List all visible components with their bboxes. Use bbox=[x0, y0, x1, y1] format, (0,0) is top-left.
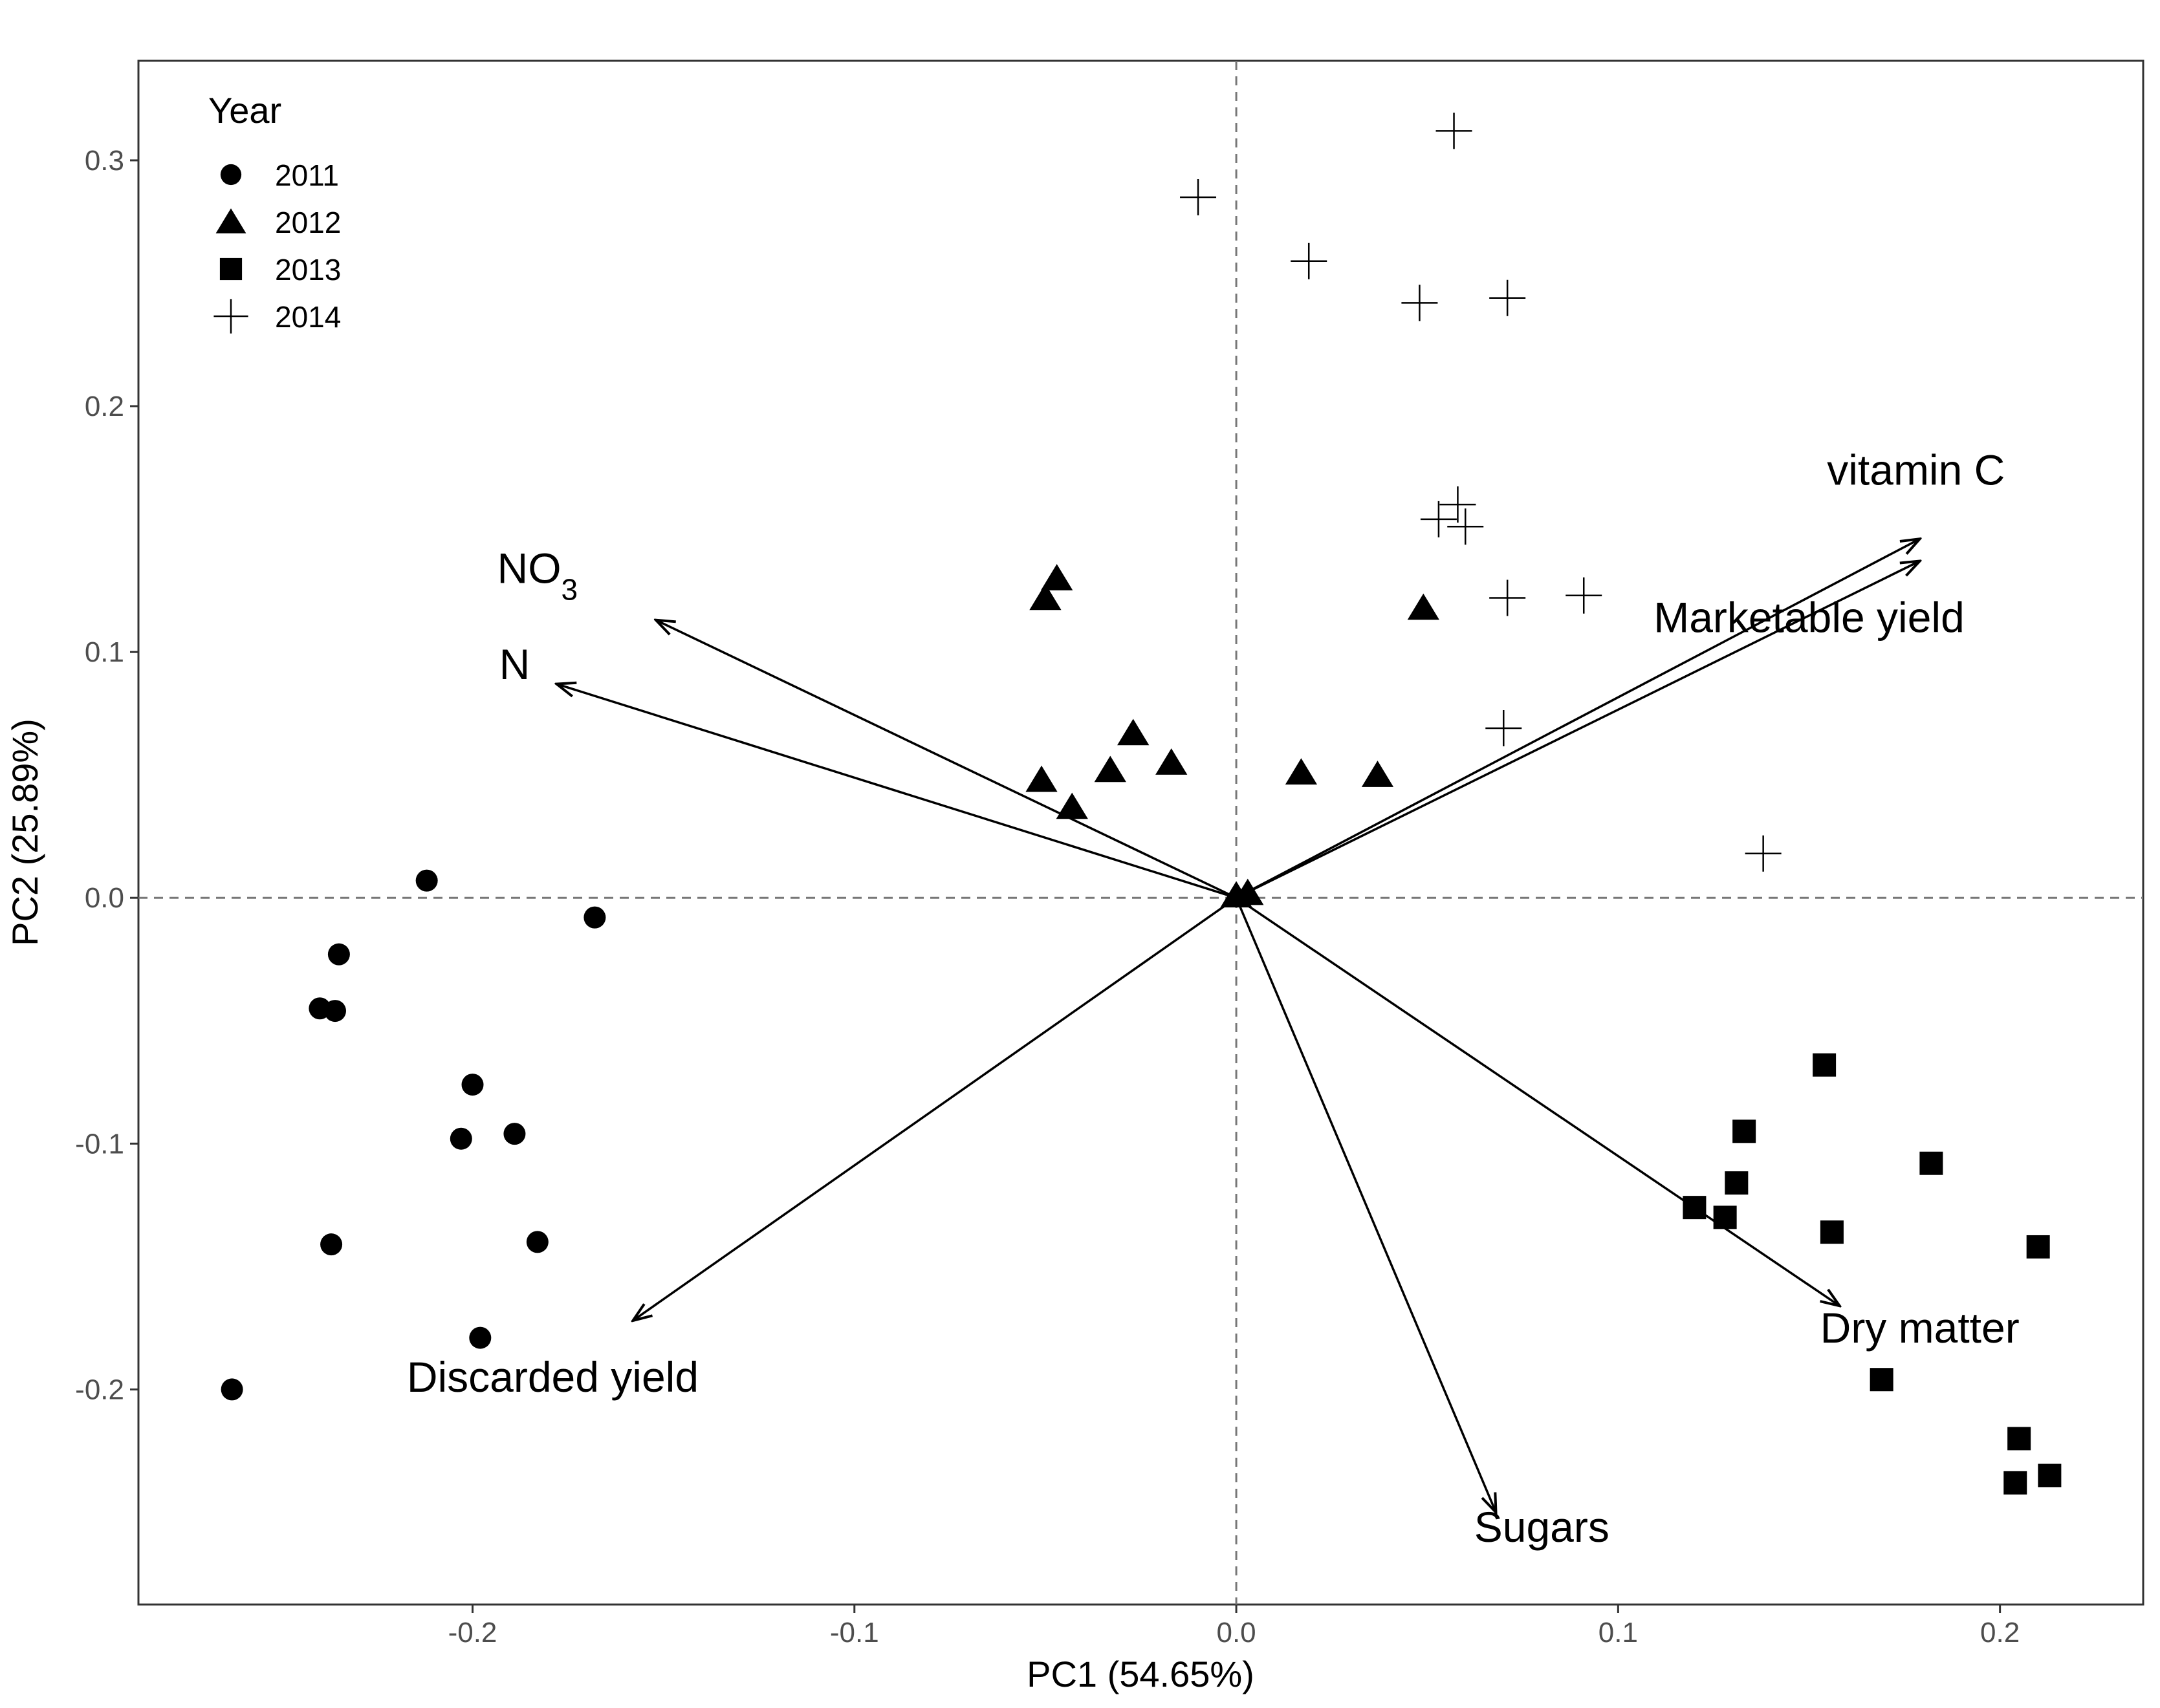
point-2013 bbox=[1732, 1119, 1756, 1143]
point-2011 bbox=[584, 906, 606, 929]
arrow-n bbox=[556, 684, 1237, 899]
point-2011 bbox=[320, 1233, 343, 1256]
point-2014 bbox=[1565, 577, 1602, 614]
point-2011 bbox=[323, 1000, 346, 1022]
point-2014 bbox=[1435, 113, 1472, 149]
point-2011 bbox=[450, 1127, 472, 1150]
x-tick-label: 0.2 bbox=[1980, 1617, 2020, 1649]
score-points bbox=[221, 113, 2062, 1495]
point-2011 bbox=[415, 869, 438, 892]
point-2012 bbox=[1025, 765, 1058, 792]
point-2013 bbox=[1725, 1171, 1749, 1195]
point-2012 bbox=[1040, 564, 1073, 590]
point-2013 bbox=[1919, 1151, 1943, 1175]
point-2011 bbox=[221, 1378, 243, 1401]
point-2012 bbox=[1285, 758, 1318, 785]
x-tick-label: 0.0 bbox=[1216, 1617, 1256, 1649]
point-2014 bbox=[1489, 579, 1526, 616]
legend-key-2012 bbox=[215, 208, 246, 233]
legend-label-2014: 2014 bbox=[275, 300, 341, 334]
point-2011 bbox=[469, 1326, 492, 1349]
point-2012 bbox=[1029, 583, 1062, 611]
point-2012 bbox=[1155, 748, 1188, 775]
point-2013 bbox=[2003, 1471, 2027, 1495]
plot-panel-border bbox=[137, 59, 2144, 1606]
point-2011 bbox=[526, 1231, 549, 1253]
point-2014 bbox=[1447, 508, 1484, 545]
y-axis-title: PC2 (25.89%) bbox=[5, 719, 45, 946]
point-2013 bbox=[2007, 1427, 2031, 1451]
point-2014 bbox=[1401, 285, 1438, 321]
legend-key-2013 bbox=[219, 257, 243, 281]
x-tick-label: -0.1 bbox=[830, 1617, 879, 1649]
point-2012 bbox=[1407, 593, 1439, 620]
label-dry-matter: Dry matter bbox=[1820, 1304, 2020, 1352]
point-2013 bbox=[2038, 1464, 2062, 1487]
arrow-sugars bbox=[1235, 897, 1496, 1512]
point-2013 bbox=[1870, 1368, 1893, 1392]
y-tick-label: 0.3 bbox=[85, 145, 124, 177]
label-vitamin-c: vitamin C bbox=[1827, 446, 2005, 494]
point-2014 bbox=[1291, 243, 1327, 279]
legend: Year 2011 2012 2013 2014 bbox=[208, 90, 341, 334]
loading-arrows bbox=[556, 539, 1919, 1512]
point-2014 bbox=[1745, 835, 1782, 872]
x-axis-ticks: -0.2 -0.1 0.0 0.1 0.2 bbox=[448, 1605, 2020, 1649]
legend-title: Year bbox=[208, 90, 281, 131]
y-tick-label: -0.2 bbox=[75, 1374, 124, 1405]
point-2014 bbox=[1180, 178, 1217, 215]
point-2014 bbox=[1485, 709, 1522, 746]
point-2014 bbox=[1489, 279, 1526, 316]
point-2012 bbox=[1361, 761, 1394, 787]
point-2014 bbox=[1439, 486, 1476, 523]
y-tick-label: 0.0 bbox=[85, 882, 124, 914]
point-2013 bbox=[1813, 1053, 1837, 1077]
legend-key-2014 bbox=[213, 299, 248, 334]
x-tick-label: 0.1 bbox=[1598, 1617, 1638, 1649]
x-tick-label: -0.2 bbox=[448, 1617, 497, 1649]
arrow-no3 bbox=[656, 620, 1237, 899]
point-2011 bbox=[327, 943, 350, 966]
point-2011 bbox=[503, 1123, 526, 1145]
legend-entries: 2011 2012 2013 2014 bbox=[213, 158, 341, 334]
point-2013 bbox=[2026, 1235, 2050, 1259]
label-n: N bbox=[499, 640, 530, 688]
arrow-discarded-yield bbox=[633, 896, 1238, 1321]
reference-lines bbox=[138, 61, 2143, 1605]
label-sugars: Sugars bbox=[1474, 1503, 1609, 1551]
y-tick-label: 0.1 bbox=[85, 636, 124, 668]
point-2012 bbox=[1220, 881, 1252, 908]
point-2014 bbox=[1420, 501, 1457, 537]
point-2013 bbox=[1820, 1220, 1844, 1244]
point-2013 bbox=[1683, 1196, 1707, 1220]
y-tick-label: 0.2 bbox=[85, 391, 124, 422]
point-2012 bbox=[1056, 792, 1088, 819]
arrow-dry-matter bbox=[1236, 896, 1840, 1306]
point-2011 bbox=[461, 1074, 484, 1096]
point-2012 bbox=[1117, 719, 1150, 746]
legend-label-2011: 2011 bbox=[275, 158, 339, 192]
label-discarded-yield: Discarded yield bbox=[407, 1353, 699, 1401]
legend-key-2011 bbox=[220, 164, 242, 186]
y-axis-ticks: -0.2 -0.1 0.0 0.1 0.2 0.3 bbox=[75, 145, 138, 1405]
x-axis-title: PC1 (54.65%) bbox=[1027, 1654, 1254, 1694]
legend-label-2013: 2013 bbox=[275, 253, 341, 286]
legend-label-2012: 2012 bbox=[275, 206, 341, 239]
arrow-marketable-yield bbox=[1236, 561, 1920, 899]
label-marketable-yield: Marketable yield bbox=[1653, 594, 1965, 642]
y-tick-label: -0.1 bbox=[75, 1128, 124, 1160]
arrow-vitamin-c bbox=[1236, 539, 1920, 899]
point-2013 bbox=[1713, 1205, 1737, 1229]
point-2012 bbox=[1094, 755, 1126, 783]
